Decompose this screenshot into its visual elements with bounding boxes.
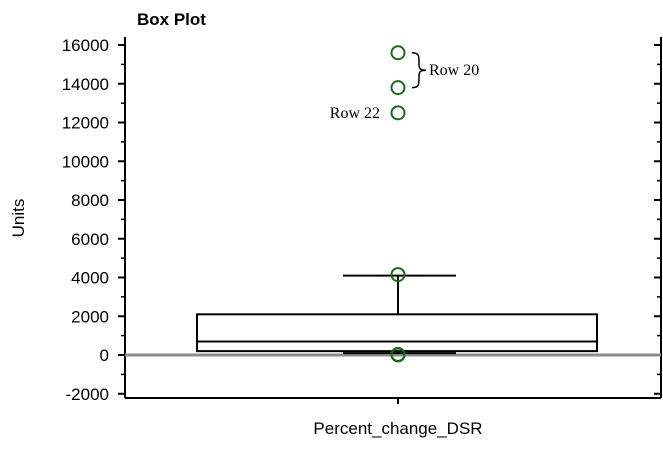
- y-axis-label: Units: [9, 199, 28, 238]
- outlier-point: [390, 105, 406, 121]
- y-tick-label: 14000: [62, 75, 109, 94]
- y-tick-label: 0: [100, 346, 109, 365]
- y-tick-label: 10000: [62, 152, 109, 171]
- chart-title: Box Plot: [137, 10, 206, 29]
- y-tick-label: -2000: [66, 385, 109, 404]
- row-20-label: Row 20: [429, 62, 479, 79]
- y-tick-label: 16000: [62, 36, 109, 55]
- row-20-bracket: [411, 52, 427, 89]
- interquartile-box: [196, 313, 598, 353]
- x-axis-label: Percent_change_DSR: [313, 419, 482, 438]
- y-tick-label: 12000: [62, 114, 109, 133]
- outlier-point: [390, 80, 406, 96]
- y-tick-label: 4000: [71, 269, 109, 288]
- outlier-point: [390, 346, 406, 362]
- y-tick-label: 8000: [71, 191, 109, 210]
- outlier-label: Row 22: [330, 105, 380, 122]
- y-tick-label: 6000: [71, 230, 109, 249]
- plot-area: -2000 0 2000 4000 6000 8000 10000 12000 14000 160…: [62, 36, 662, 404]
- outlier-point: [390, 45, 406, 61]
- outlier-point: [390, 267, 406, 283]
- y-tick-label: 2000: [71, 307, 109, 326]
